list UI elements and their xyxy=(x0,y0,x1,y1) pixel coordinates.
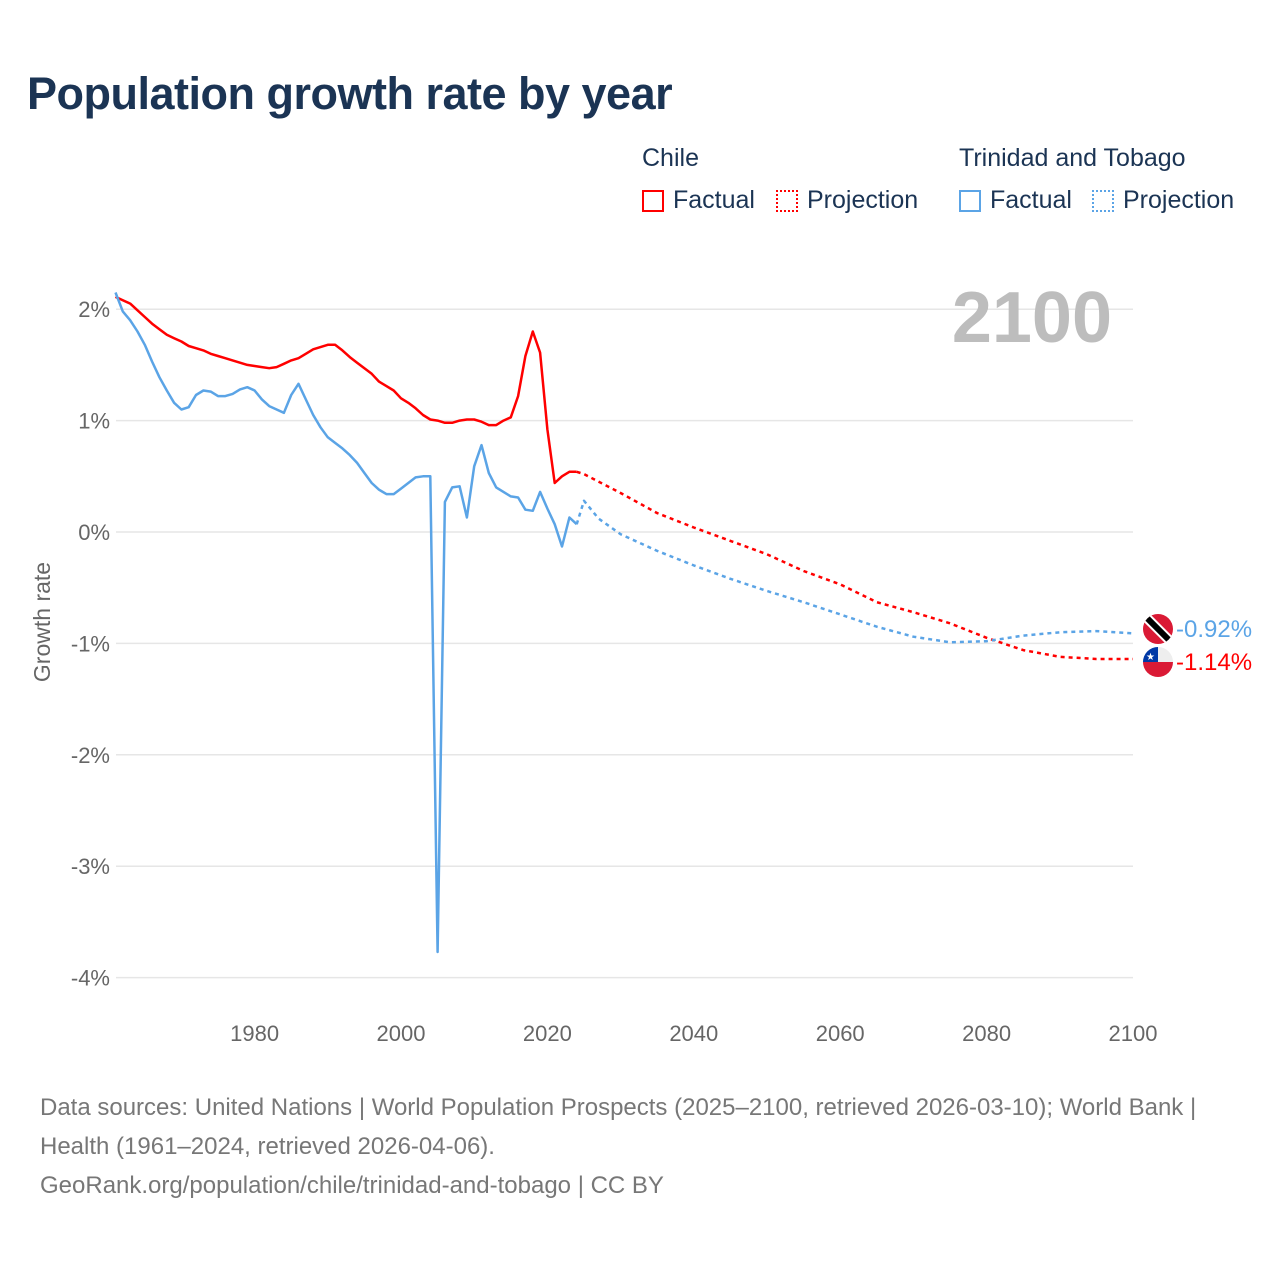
y-tick-label: 2% xyxy=(78,297,110,322)
year-indicator: 2100 xyxy=(952,278,1112,358)
legend-trinidad-projection[interactable]: Projection xyxy=(1092,186,1234,215)
y-tick-label: -3% xyxy=(71,854,110,879)
legend-chile-factual[interactable]: Factual xyxy=(642,186,755,215)
y-tick-label: 0% xyxy=(78,520,110,545)
legend-swatch-solid xyxy=(959,189,981,212)
series-line-trinidad-and-tobago-projection xyxy=(575,499,1134,644)
x-tick-label: 2100 xyxy=(1109,1021,1158,1046)
x-tick-label: 2060 xyxy=(816,1021,865,1046)
svg-text:★: ★ xyxy=(1146,652,1155,663)
y-tick-label: -2% xyxy=(71,743,110,768)
chart-title: Population growth rate by year xyxy=(27,68,673,119)
series-line-chile-projection xyxy=(576,470,1133,661)
x-tick-label: 2020 xyxy=(523,1021,572,1046)
legend-label: Projection xyxy=(807,186,919,214)
legend-trinidad-factual[interactable]: Factual xyxy=(959,186,1072,215)
x-tick-label: 2000 xyxy=(377,1021,426,1046)
legend-group-trinidad: Trinidad and Tobago xyxy=(959,144,1186,172)
series-line-trinidad-and-tobago-factual xyxy=(114,292,578,954)
legend-group-chile: Chile xyxy=(642,144,699,172)
y-tick-label: -4% xyxy=(71,966,110,991)
y-tick-label: 1% xyxy=(78,409,110,434)
x-tick-label: 2080 xyxy=(962,1021,1011,1046)
end-label-chile: -1.14% xyxy=(1176,649,1252,676)
legend-swatch-solid xyxy=(642,189,664,212)
x-tick-label: 2040 xyxy=(669,1021,718,1046)
footer: Data sources: United Nations | World Pop… xyxy=(40,1088,1240,1205)
flag-chile-icon: ★ xyxy=(1143,647,1173,677)
end-label-trinidad: -0.92% xyxy=(1176,616,1252,643)
flag-trinidad-icon xyxy=(1143,614,1173,644)
legend-label: Factual xyxy=(990,186,1072,214)
credit-link[interactable]: GeoRank.org/population/chile/trinidad-an… xyxy=(40,1172,664,1199)
legend-swatch-dotted xyxy=(1092,189,1114,212)
data-sources: Data sources: United Nations | World Pop… xyxy=(40,1094,1197,1160)
legend-swatch-dotted xyxy=(776,189,798,212)
legend-label: Factual xyxy=(673,186,755,214)
legend-chile-projection[interactable]: Projection xyxy=(776,186,918,215)
x-tick-label: 1980 xyxy=(230,1021,279,1046)
legend-label: Projection xyxy=(1123,186,1235,214)
y-tick-label: -1% xyxy=(71,631,110,656)
series-line-chile-factual xyxy=(114,295,577,485)
y-axis-label: Growth rate xyxy=(29,562,55,682)
